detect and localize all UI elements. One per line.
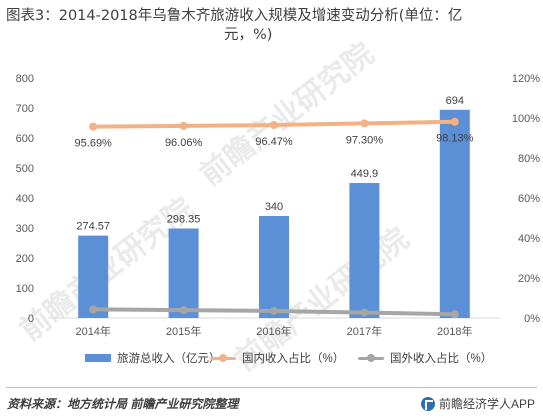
legend-item-foreign: 国外收入占比（%） xyxy=(358,350,492,366)
series-point xyxy=(89,305,98,314)
series-point xyxy=(450,117,459,126)
legend-swatch-domestic xyxy=(210,353,236,362)
line-data-label: 96.47% xyxy=(255,136,293,148)
y-right-tick-label: 100% xyxy=(512,113,540,125)
y-left-tick-label: 400 xyxy=(16,193,34,205)
x-tick-label: 2016年 xyxy=(256,324,291,338)
y-right-tick-label: 80% xyxy=(518,153,540,165)
y-right-tick-label: 60% xyxy=(518,193,540,205)
legend-label-foreign: 国外收入占比（%） xyxy=(390,353,493,365)
legend-label-total: 旅游总收入（亿元） xyxy=(117,353,221,365)
x-tick-label: 2018年 xyxy=(437,324,472,338)
series-point xyxy=(450,310,459,319)
line-data-label: 97.30% xyxy=(346,134,384,146)
legend-swatch-foreign xyxy=(358,353,384,362)
y-left-tick-label: 200 xyxy=(16,253,34,265)
y-right-tick-label: 20% xyxy=(518,273,540,285)
series-point xyxy=(270,306,278,315)
legend-label-domestic: 国内收入占比（%） xyxy=(242,353,345,365)
bar xyxy=(78,235,109,318)
bar-data-label: 298.35 xyxy=(167,213,201,225)
series-point xyxy=(179,306,188,315)
y-left-tick-label: 700 xyxy=(16,103,34,115)
y-left-tick-label: 500 xyxy=(16,163,34,175)
series-point xyxy=(89,122,98,131)
line-data-label: 98.13% xyxy=(436,133,474,145)
chart-title-line2: 元，%) xyxy=(224,27,273,43)
bar xyxy=(439,109,470,318)
bar xyxy=(168,228,199,318)
footer-divider xyxy=(6,387,537,388)
y-right-tick-label: 0% xyxy=(524,313,540,325)
y-left-tick-label: 100 xyxy=(16,283,34,295)
y-right-tick-label: 120% xyxy=(512,73,540,85)
bar xyxy=(259,216,289,318)
brand-logo-icon xyxy=(420,396,435,411)
source-note: 资料来源：地方统计局 前瞻产业研究院整理 xyxy=(7,397,239,411)
legend-item-bar: 旅游总收入（亿元） xyxy=(85,350,221,366)
bar-data-label: 449.9 xyxy=(351,168,379,180)
x-tick-label: 2017年 xyxy=(347,324,382,338)
bar xyxy=(349,183,380,318)
footer: 资料来源：地方统计局 前瞻产业研究院整理 前瞻经济学人APP xyxy=(0,384,543,420)
y-right-tick-label: 40% xyxy=(518,233,540,245)
series-point xyxy=(270,121,278,130)
bar-data-label: 694 xyxy=(446,95,464,107)
y-left-tick-label: 300 xyxy=(16,223,34,235)
y-left-tick-label: 600 xyxy=(16,133,34,145)
line-data-label: 95.69% xyxy=(75,138,113,150)
y-left-tick-label: 0 xyxy=(28,313,34,325)
chart-plot: 0 100 200 300 400 500 600 700 800 0% 20% 40% 60% 80% 1… xyxy=(16,73,541,338)
bar-data-label: 340 xyxy=(265,201,283,213)
chart-title-line1: 图表3：2014-2018年乌鲁木齐旅游收入规模及增速变动分析(单位：亿 xyxy=(6,8,463,24)
brand-badge: 前瞻经济学人APP xyxy=(420,395,535,412)
line-data-label: 96.06% xyxy=(165,137,203,149)
legend-item-domestic: 国内收入占比（%） xyxy=(210,350,344,366)
series-point xyxy=(360,308,369,317)
brand-name: 前瞻经济学人APP xyxy=(438,397,535,411)
series-point xyxy=(360,119,369,128)
legend-swatch-bar xyxy=(85,354,111,362)
series-point xyxy=(179,121,188,130)
chart-legend: 旅游总收入（亿元） 国内收入占比（%） 国外收入占比（%） xyxy=(0,350,543,366)
chart-title: 图表3：2014-2018年乌鲁木齐旅游收入规模及增速变动分析(单位：亿 元，%… xyxy=(6,7,536,45)
bar-data-label: 274.57 xyxy=(76,221,110,233)
y-left-tick-label: 800 xyxy=(16,73,34,85)
x-tick-label: 2014年 xyxy=(75,324,110,338)
x-tick-label: 2015年 xyxy=(166,324,201,338)
